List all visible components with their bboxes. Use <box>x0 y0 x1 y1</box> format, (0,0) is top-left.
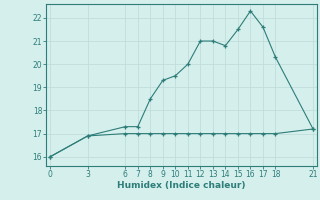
X-axis label: Humidex (Indice chaleur): Humidex (Indice chaleur) <box>117 181 246 190</box>
